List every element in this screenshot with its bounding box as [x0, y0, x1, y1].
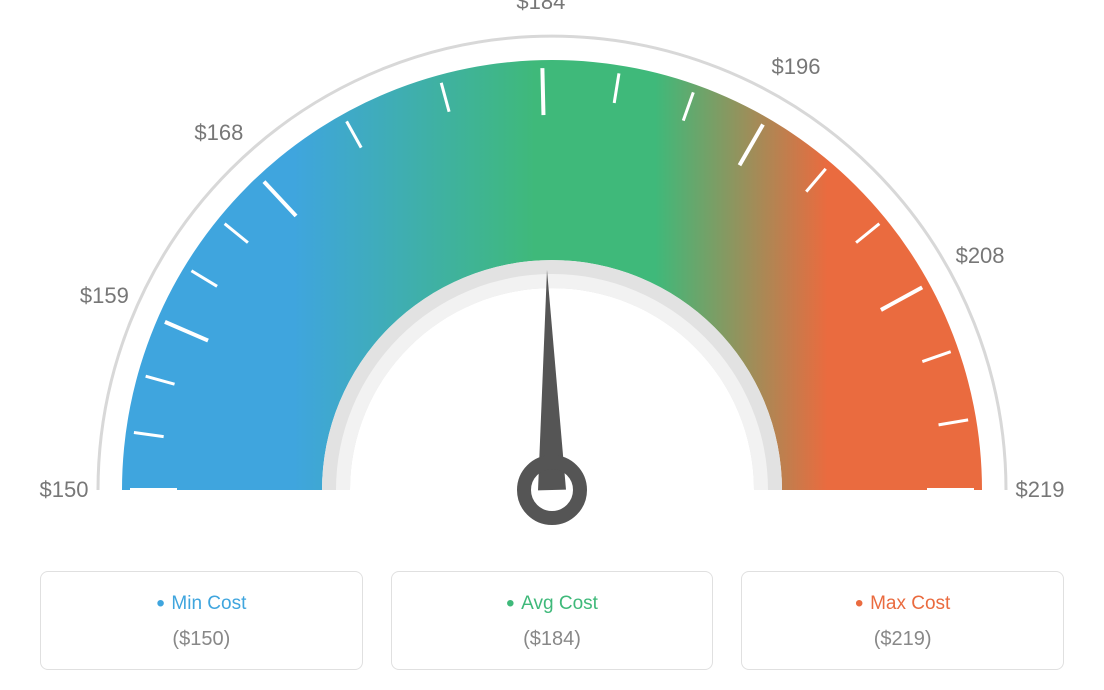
- legend-card-max: Max Cost ($219): [741, 571, 1064, 670]
- tick-label: $168: [194, 120, 243, 146]
- tick-label: $159: [80, 283, 129, 309]
- tick-label: $208: [956, 243, 1005, 269]
- gauge-container: $150 $159 $168 $184 $196 $208 $219: [0, 0, 1104, 560]
- legend-row: Min Cost ($150) Avg Cost ($184) Max Cost…: [40, 571, 1064, 670]
- legend-min-value: ($150): [51, 628, 352, 651]
- tick-label: $219: [1016, 477, 1065, 503]
- legend-max-value: ($219): [752, 628, 1053, 651]
- tick-label: $184: [516, 0, 565, 15]
- legend-avg-value: ($184): [402, 628, 703, 651]
- legend-max-label: Max Cost: [752, 590, 1053, 618]
- legend-avg-label: Avg Cost: [402, 590, 703, 618]
- legend-card-avg: Avg Cost ($184): [391, 571, 714, 670]
- legend-card-min: Min Cost ($150): [40, 571, 363, 670]
- tick-label: $196: [772, 54, 821, 80]
- tick-label: $150: [40, 477, 89, 503]
- gauge-chart: [0, 0, 1104, 560]
- legend-min-label: Min Cost: [51, 590, 352, 618]
